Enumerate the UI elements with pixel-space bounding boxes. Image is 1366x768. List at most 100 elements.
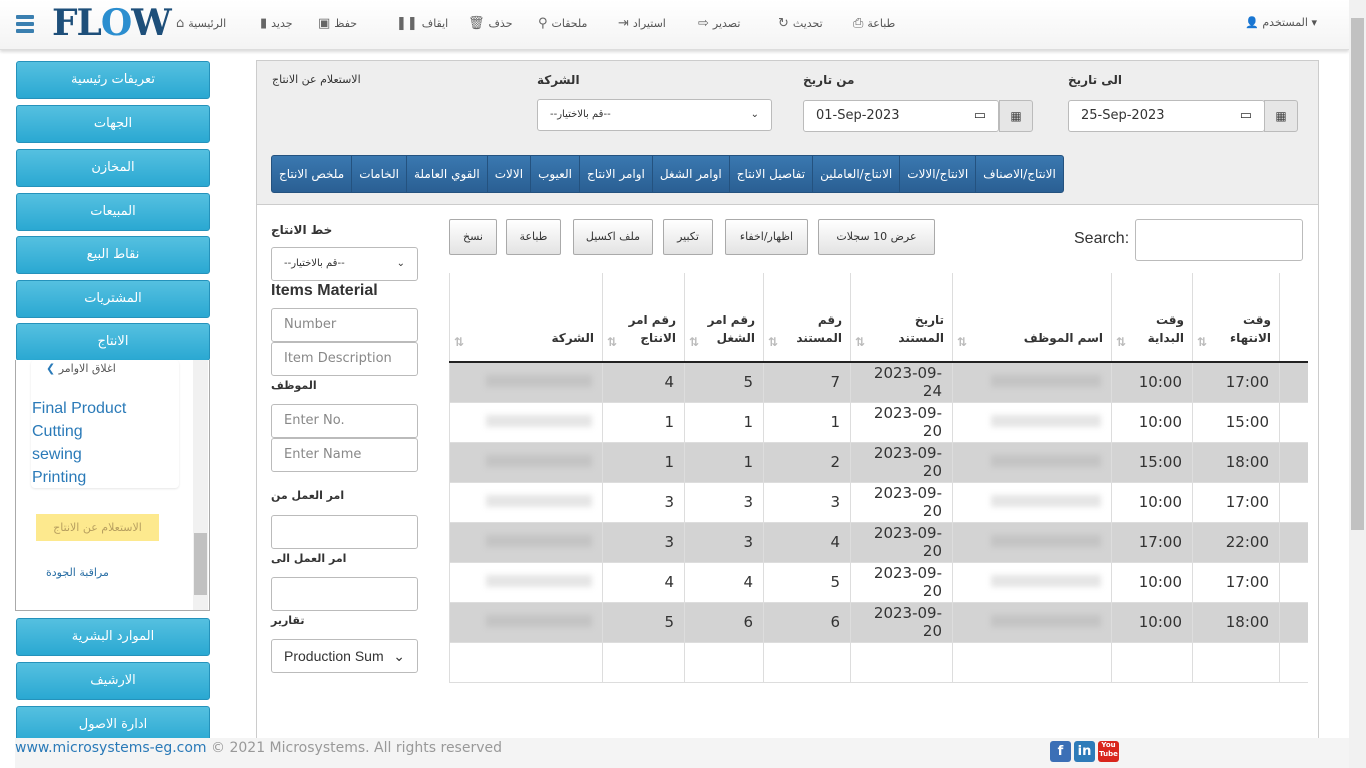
- website-link[interactable]: www.microsystems-eg.com: [15, 740, 207, 756]
- table-row[interactable]: 17:00 10:00 2023-09-24 7 5 4: [449, 362, 1308, 403]
- tab[interactable]: الخامات: [351, 156, 406, 192]
- tab[interactable]: الانتاج/العاملين: [812, 156, 899, 192]
- toolbar-file-button[interactable]: ▮ جديد: [260, 16, 293, 31]
- linkedin-icon[interactable]: in: [1074, 741, 1095, 762]
- production-line-link[interactable]: sewing: [32, 446, 82, 463]
- close-orders-link[interactable]: ❮ اغلاق الاوامر: [46, 362, 116, 375]
- table-action-button[interactable]: ملف اكسيل: [573, 219, 653, 255]
- sort-icon[interactable]: ⇅: [855, 335, 866, 349]
- sort-icon[interactable]: ⇅: [454, 335, 465, 349]
- production-line-label: خط الانتاج: [271, 223, 333, 237]
- report-tabs: الانتاج/الاصناف الانتاج/الالات الانتاج/الع…: [271, 155, 1064, 193]
- work-order-from-input[interactable]: [271, 515, 418, 549]
- page-scrollbar[interactable]: [1349, 0, 1366, 768]
- toolbar-trash-button[interactable]: 🗑 حذف: [468, 16, 513, 31]
- toolbar-export-button[interactable]: ⇨ تصدير: [698, 16, 740, 31]
- table-cell: 4: [763, 522, 851, 563]
- tab[interactable]: القوي العاملة: [405, 156, 487, 192]
- tab[interactable]: اوامر الانتاج: [578, 156, 652, 192]
- sidebar-item[interactable]: المشتريات: [16, 280, 210, 318]
- toolbar-print-button[interactable]: ⎙ طباعة: [853, 16, 895, 31]
- column-header[interactable]: [1279, 273, 1308, 363]
- calendar-icon[interactable]: ▦: [1264, 100, 1298, 132]
- employee-name-input[interactable]: Enter Name: [271, 438, 418, 472]
- work-order-to-input[interactable]: [271, 577, 418, 611]
- production-inquiry-link[interactable]: الاستعلام عن الانتاج: [36, 514, 159, 541]
- redacted-value: [990, 495, 1101, 507]
- sidebar-item[interactable]: نقاط البيع: [16, 236, 210, 274]
- tab[interactable]: ملخص الانتاج: [279, 167, 345, 181]
- table-action-button[interactable]: طباعة: [506, 219, 561, 255]
- column-header[interactable]: الشركة ⇅: [449, 273, 603, 363]
- sort-icon[interactable]: ⇅: [607, 335, 618, 349]
- table-cell: [952, 362, 1112, 403]
- save-icon: ▣: [318, 16, 331, 31]
- reports-select[interactable]: Production Sum ⌄: [271, 639, 418, 673]
- table-row[interactable]: 18:00 10:00 2023-09-20 6 6 5: [449, 602, 1308, 643]
- table-row[interactable]: 17:00 10:00 2023-09-20 5 4 4: [449, 562, 1308, 603]
- sort-icon[interactable]: ⇅: [768, 335, 779, 349]
- toolbar-pause-button[interactable]: ❚❚ ايقاف: [396, 16, 448, 31]
- column-header[interactable]: رقم امر الانتاج ⇅: [602, 273, 685, 363]
- tab[interactable]: اوامر الشغل: [651, 156, 729, 192]
- column-header[interactable]: رقم امر الشغل ⇅: [684, 273, 764, 363]
- toolbar-refresh-button[interactable]: ↻ تحديث: [778, 16, 823, 31]
- quality-control-link[interactable]: مراقبة الجودة: [46, 566, 109, 579]
- submenu-scrollbar[interactable]: [193, 360, 208, 610]
- production-line-select[interactable]: --قم بالاختيار-- ⌄: [271, 247, 418, 281]
- item-number-input[interactable]: Number: [271, 308, 418, 342]
- sort-icon[interactable]: ⇅: [957, 335, 968, 349]
- production-line-link[interactable]: Final Product: [32, 400, 127, 417]
- toolbar-save-button[interactable]: ▣ حفظ: [318, 16, 357, 31]
- production-line-link[interactable]: Cutting: [32, 423, 83, 440]
- sort-icon[interactable]: ⇅: [1197, 335, 1208, 349]
- table-action-button[interactable]: تكبير: [663, 219, 713, 255]
- table-row[interactable]: 15:00 10:00 2023-09-20 1 1 1: [449, 402, 1308, 443]
- table-row[interactable]: 22:00 17:00 2023-09-20 4 3 3: [449, 522, 1308, 563]
- toolbar-paperclip-button[interactable]: ⚲ ملحقات: [538, 16, 587, 31]
- employee-number-input[interactable]: Enter No.: [271, 404, 418, 438]
- column-header[interactable]: اسم الموظف ⇅: [952, 273, 1112, 363]
- tab[interactable]: الالات: [486, 156, 530, 192]
- sidebar-item[interactable]: الانتاج: [16, 323, 210, 361]
- column-header[interactable]: وقت الانتهاء ⇅: [1192, 273, 1280, 363]
- toolbar-home-button[interactable]: ⌂ الرئيسية: [176, 16, 226, 31]
- table-action-button[interactable]: نسخ: [449, 219, 497, 255]
- sidebar-item[interactable]: الموارد البشرية: [16, 618, 210, 656]
- main-panel: الاستعلام عن الانتاج الشركة --قم بالاختي…: [256, 60, 1319, 750]
- from-date-input[interactable]: 01-Sep-2023 ▭: [803, 100, 999, 132]
- column-header[interactable]: وقت البداية ⇅: [1111, 273, 1193, 363]
- sort-icon[interactable]: ⇅: [689, 335, 700, 349]
- menu-icon[interactable]: [16, 15, 34, 35]
- paperclip-icon: ⚲: [538, 16, 548, 31]
- column-header[interactable]: رقم المستند ⇅: [763, 273, 851, 363]
- table-action-button[interactable]: عرض 10 سجلات: [818, 219, 935, 255]
- sort-icon[interactable]: ⇅: [1116, 335, 1127, 349]
- toolbar-import-button[interactable]: ⇥ استيراد: [618, 16, 666, 31]
- sidebar-item[interactable]: ادارة الاصول: [16, 706, 210, 744]
- user-menu[interactable]: 👤 المستخدم ▾: [1245, 16, 1317, 29]
- tab[interactable]: العيوب: [530, 156, 579, 192]
- table-row[interactable]: 17:00 10:00 2023-09-20 3 3 3: [449, 482, 1308, 523]
- tab[interactable]: الانتاج/الاصناف: [975, 156, 1063, 192]
- sidebar-item[interactable]: تعريفات رئيسية: [16, 61, 210, 99]
- table-row[interactable]: [449, 642, 1308, 683]
- to-date-input[interactable]: 25-Sep-2023 ▭: [1068, 100, 1265, 132]
- sidebar-item[interactable]: المخازن: [16, 149, 210, 187]
- youtube-icon[interactable]: You Tube: [1098, 741, 1119, 762]
- item-description-input[interactable]: Item Description: [271, 342, 418, 376]
- table-action-button[interactable]: اظهار/اخفاء: [725, 219, 808, 255]
- facebook-icon[interactable]: f: [1050, 741, 1071, 762]
- search-input[interactable]: [1135, 219, 1303, 261]
- table-cell: 5: [684, 362, 764, 403]
- calendar-icon[interactable]: ▦: [999, 100, 1033, 132]
- sidebar-item[interactable]: المبيعات: [16, 193, 210, 231]
- tab[interactable]: الانتاج/الالات: [899, 156, 975, 192]
- production-line-link[interactable]: Printing: [32, 469, 87, 486]
- company-select[interactable]: --قم بالاختيار-- ⌄: [537, 99, 772, 131]
- sidebar-item[interactable]: الارشيف: [16, 662, 210, 700]
- table-row[interactable]: 18:00 15:00 2023-09-20 2 1 1: [449, 442, 1308, 483]
- sidebar-item[interactable]: الجهات: [16, 105, 210, 143]
- tab[interactable]: تفاصيل الانتاج: [728, 156, 812, 192]
- column-header[interactable]: تاريخ المستند ⇅: [850, 273, 953, 363]
